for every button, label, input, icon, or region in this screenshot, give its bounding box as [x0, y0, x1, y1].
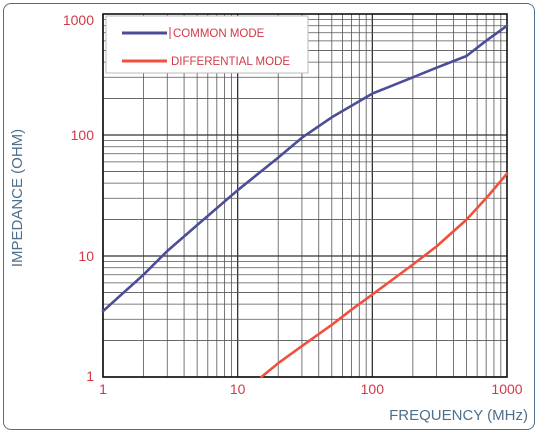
x-tick-label: 1000 [491, 381, 522, 397]
plot-border [102, 13, 508, 378]
legend-label-common-mode: COMMON MODE [173, 28, 265, 40]
y-tick-label: 100 [71, 127, 95, 143]
legend: COMMON MODE DIFFERENTIAL MODE [105, 15, 309, 74]
x-tick-label: 100 [361, 381, 385, 397]
legend-label-differential-mode: DIFFERENTIAL MODE [171, 56, 290, 68]
series-line-common-mode [101, 24, 509, 313]
y-tick-label: 10 [78, 248, 94, 264]
tick-labels: 1 10 100 1000 1 10 100 1000 [63, 12, 523, 397]
series-line-differential-mode [260, 172, 509, 379]
y-axis-title: IMPEDANCE (OHM) [9, 129, 26, 267]
legend-box [105, 15, 309, 74]
y-tick-label: 1000 [63, 12, 94, 28]
chart-frame [3, 3, 535, 430]
x-tick-label: 10 [230, 381, 246, 397]
series-layer [101, 24, 509, 379]
y-tick-label: 1 [86, 368, 94, 384]
x-axis-title: FREQUENCY (MHz) [389, 407, 528, 424]
x-tick-label: 1 [99, 381, 107, 397]
